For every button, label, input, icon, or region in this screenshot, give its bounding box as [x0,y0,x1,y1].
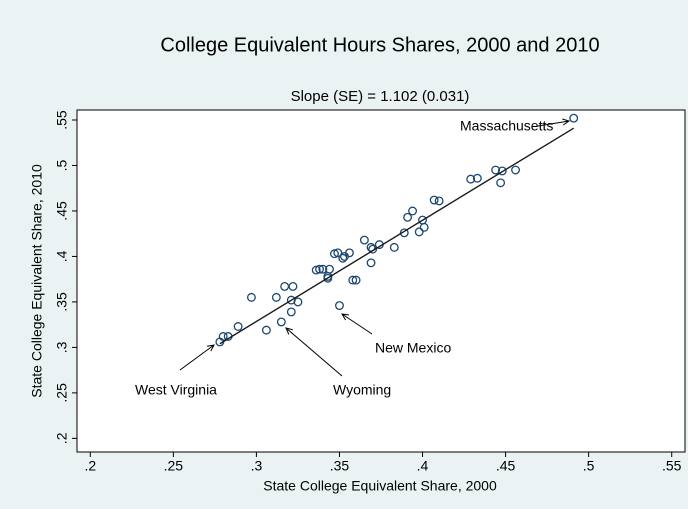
y-tick-label: .25 [54,383,70,403]
x-tick-label: .25 [164,458,184,474]
chart-subtitle: Slope (SE) = 1.102 (0.031) [291,88,470,105]
point [338,253,348,263]
point [315,264,324,274]
y-tick-label: .3 [54,341,70,353]
point [288,282,298,291]
annotation: Wyoming [333,382,391,398]
x-tick-label: .35 [330,458,350,474]
plot-area [76,109,686,453]
point [351,275,361,285]
point [271,292,281,302]
point [325,264,334,274]
annotation: Massachusetts [460,118,553,134]
annotation: New Mexico [375,340,451,356]
point [246,292,256,302]
x-tick-label: .5 [583,458,595,474]
point [429,195,439,205]
point [408,206,418,216]
point [491,165,501,175]
x-axis-label: State College Equivalent Share, 2000 [263,478,497,494]
point [368,244,378,254]
point [344,248,354,258]
point [318,264,328,274]
y-tick-label: .35 [54,292,70,312]
annotation-arrow [341,313,373,335]
x-tick-label: .2 [84,458,96,474]
point [280,282,290,291]
point [335,301,344,311]
annotation: West Virginia [135,382,217,398]
x-tick-label: .45 [496,458,516,474]
y-tick-label: .2 [54,432,70,444]
point [472,173,482,183]
x-tick-label: .3 [251,458,263,474]
point [359,235,369,245]
point [419,222,429,232]
fit-line [219,127,575,345]
point [414,227,424,237]
point [399,228,409,238]
x-tick-label: .4 [417,458,429,474]
point [403,212,413,222]
y-tick-label: .45 [54,201,70,221]
point [511,165,521,175]
point [218,332,228,341]
y-tick-label: .4 [54,250,70,262]
point [389,242,399,252]
point [286,307,296,317]
point [293,297,303,307]
x-tick-label: .55 [662,458,682,474]
point [261,325,271,335]
point [333,248,343,258]
point [496,178,506,188]
y-axis-label: State College Equivalent Share, 2010 [29,164,45,398]
point [569,113,579,123]
chart-title: College Equivalent Hours Shares, 2000 an… [160,34,599,56]
annotation-arrow [537,118,571,127]
annotation-arrow [179,344,215,371]
point [497,166,507,176]
point [434,196,444,206]
point [366,258,376,268]
point [348,275,358,285]
y-tick-label: .5 [54,159,70,171]
annotation-arrow [285,327,343,377]
point [233,322,243,331]
y-tick-label: .55 [54,110,70,130]
point [466,174,476,184]
point [276,317,286,327]
point [323,273,333,283]
